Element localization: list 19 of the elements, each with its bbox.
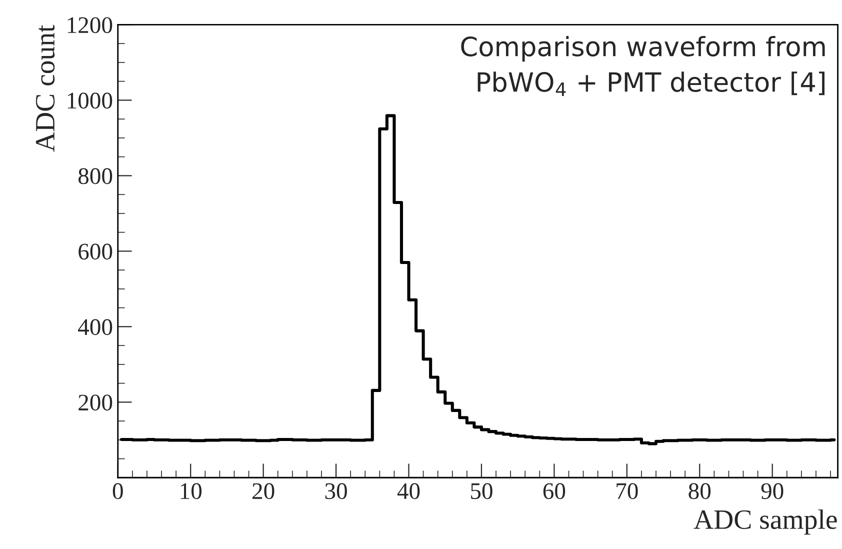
x-tick-label: 70	[616, 483, 638, 500]
x-tick-label: 80	[688, 483, 711, 500]
x-tick-label: 10	[180, 483, 202, 500]
y-tick-label: 1200	[68, 17, 112, 34]
y-axis-title: ADC count	[36, 24, 55, 152]
x-tick-label: 0	[112, 483, 123, 500]
y-tick-label: 800	[78, 168, 112, 184]
annotation: Comparison waveform from PbWO$_{4}$ + PMT detector [4]	[461, 36, 825, 96]
x-tick-label: 60	[543, 483, 566, 500]
y-tick-label: 200	[78, 394, 112, 411]
y-tick-label: 600	[78, 244, 112, 260]
x-axis-title: ADC sample	[694, 509, 837, 535]
x-tick-label: 20	[252, 483, 274, 500]
x-tick-label: 40	[397, 483, 420, 500]
y-tick-label: 1000	[68, 92, 112, 109]
y-tick-label: 400	[78, 319, 112, 336]
x-tick-label: 90	[761, 483, 784, 500]
x-tick-label: 30	[325, 483, 347, 500]
x-tick-label: 50	[471, 483, 492, 500]
